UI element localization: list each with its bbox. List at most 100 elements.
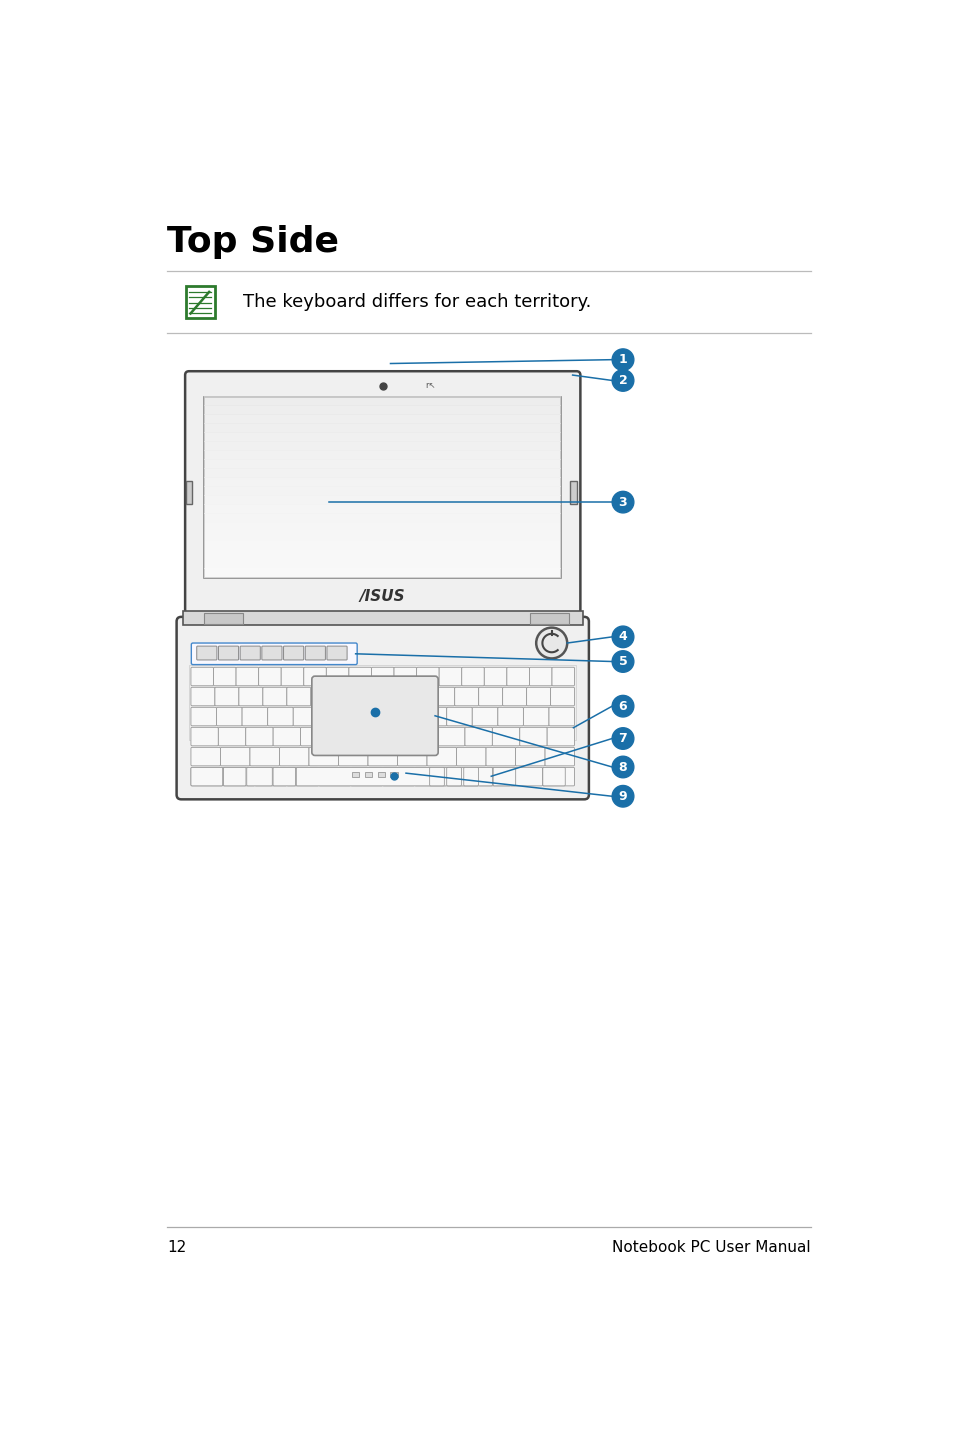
FancyBboxPatch shape	[455, 687, 478, 706]
Text: 8: 8	[618, 761, 627, 774]
Circle shape	[536, 627, 567, 659]
FancyBboxPatch shape	[223, 768, 246, 785]
FancyBboxPatch shape	[515, 748, 544, 766]
FancyBboxPatch shape	[456, 748, 485, 766]
FancyBboxPatch shape	[287, 768, 318, 785]
Text: 2: 2	[618, 374, 627, 387]
FancyBboxPatch shape	[268, 707, 293, 726]
FancyBboxPatch shape	[446, 707, 472, 726]
FancyBboxPatch shape	[382, 728, 410, 746]
Circle shape	[612, 626, 633, 647]
FancyBboxPatch shape	[240, 646, 260, 660]
FancyBboxPatch shape	[506, 667, 529, 686]
FancyBboxPatch shape	[547, 728, 574, 746]
Bar	[390, 772, 397, 777]
Circle shape	[612, 728, 633, 749]
Bar	[570, 480, 576, 505]
FancyBboxPatch shape	[420, 707, 446, 726]
FancyBboxPatch shape	[318, 707, 344, 726]
FancyBboxPatch shape	[216, 707, 242, 726]
Bar	[204, 395, 560, 406]
Bar	[204, 495, 560, 505]
FancyBboxPatch shape	[410, 728, 437, 746]
FancyBboxPatch shape	[437, 728, 464, 746]
FancyBboxPatch shape	[548, 707, 574, 726]
FancyBboxPatch shape	[382, 768, 415, 785]
FancyBboxPatch shape	[279, 748, 309, 766]
FancyBboxPatch shape	[397, 748, 427, 766]
Bar	[204, 469, 560, 477]
FancyBboxPatch shape	[273, 768, 295, 785]
Text: 4: 4	[618, 630, 627, 643]
FancyBboxPatch shape	[246, 728, 273, 746]
Bar	[364, 772, 372, 777]
FancyBboxPatch shape	[287, 687, 311, 706]
Bar	[204, 397, 560, 578]
FancyBboxPatch shape	[371, 667, 394, 686]
Bar	[204, 477, 560, 487]
FancyBboxPatch shape	[510, 768, 542, 785]
Text: Top Side: Top Side	[167, 224, 339, 259]
FancyBboxPatch shape	[293, 707, 318, 726]
FancyBboxPatch shape	[303, 667, 326, 686]
FancyBboxPatch shape	[446, 768, 461, 785]
FancyBboxPatch shape	[191, 748, 220, 766]
FancyBboxPatch shape	[542, 768, 565, 785]
FancyBboxPatch shape	[191, 687, 214, 706]
Text: 9: 9	[618, 789, 627, 802]
FancyBboxPatch shape	[300, 728, 328, 746]
FancyBboxPatch shape	[191, 768, 223, 785]
FancyBboxPatch shape	[493, 768, 516, 785]
FancyBboxPatch shape	[242, 707, 268, 726]
FancyBboxPatch shape	[370, 707, 395, 726]
FancyBboxPatch shape	[464, 728, 492, 746]
Bar	[204, 568, 560, 578]
FancyBboxPatch shape	[544, 748, 574, 766]
FancyBboxPatch shape	[446, 768, 478, 785]
FancyBboxPatch shape	[502, 687, 526, 706]
FancyBboxPatch shape	[406, 687, 430, 706]
FancyBboxPatch shape	[415, 768, 446, 785]
Bar	[204, 431, 560, 441]
FancyBboxPatch shape	[523, 707, 548, 726]
Bar	[204, 559, 560, 568]
Bar	[204, 406, 560, 414]
FancyBboxPatch shape	[382, 687, 406, 706]
FancyBboxPatch shape	[328, 728, 355, 746]
Text: /ISUS: /ISUS	[359, 588, 405, 604]
Text: 12: 12	[167, 1240, 187, 1255]
Circle shape	[612, 370, 633, 391]
FancyBboxPatch shape	[552, 667, 574, 686]
Bar	[204, 549, 560, 559]
Circle shape	[612, 696, 633, 718]
Bar	[204, 532, 560, 541]
FancyBboxPatch shape	[191, 667, 213, 686]
FancyBboxPatch shape	[283, 646, 303, 660]
Bar	[204, 486, 560, 496]
Text: 3: 3	[618, 496, 627, 509]
Circle shape	[612, 349, 633, 371]
FancyBboxPatch shape	[492, 728, 519, 746]
FancyBboxPatch shape	[358, 687, 382, 706]
Circle shape	[612, 651, 633, 673]
FancyBboxPatch shape	[311, 687, 335, 706]
Bar	[204, 414, 560, 424]
FancyBboxPatch shape	[429, 768, 444, 785]
FancyBboxPatch shape	[247, 768, 272, 785]
Circle shape	[612, 756, 633, 778]
FancyBboxPatch shape	[335, 687, 358, 706]
Bar	[189, 664, 576, 741]
FancyBboxPatch shape	[461, 667, 484, 686]
FancyBboxPatch shape	[254, 768, 287, 785]
Text: 1: 1	[618, 354, 627, 367]
FancyBboxPatch shape	[258, 667, 281, 686]
FancyBboxPatch shape	[176, 617, 588, 800]
FancyBboxPatch shape	[263, 687, 287, 706]
Bar	[204, 541, 560, 551]
FancyBboxPatch shape	[220, 748, 250, 766]
Circle shape	[612, 785, 633, 807]
FancyBboxPatch shape	[185, 371, 579, 614]
FancyBboxPatch shape	[485, 748, 515, 766]
FancyBboxPatch shape	[416, 667, 438, 686]
FancyBboxPatch shape	[497, 707, 523, 726]
